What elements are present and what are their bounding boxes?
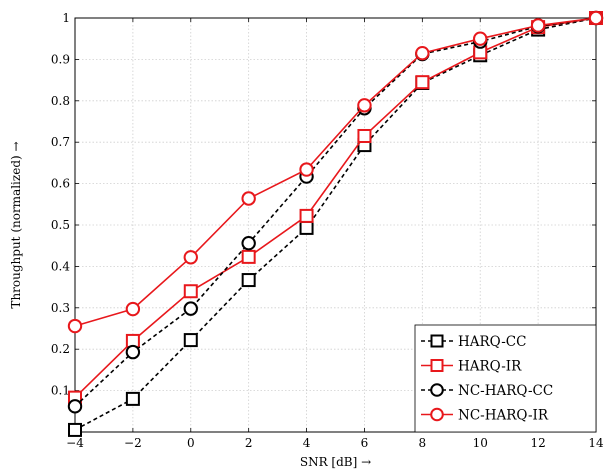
series-line-harq-cc [74,17,597,431]
x-tick-label: −4 [66,436,84,450]
series-line-harq-ir [74,17,597,399]
data-point-nc-harq-cc [241,236,256,251]
y-tick-label: 0.7 [51,135,70,149]
data-point-nc-harq-ir [357,98,372,113]
data-point-harq-cc [125,391,140,406]
data-point-harq-ir [357,128,372,143]
data-point-nc-harq-cc [67,399,83,414]
data-point-nc-harq-cc [183,301,198,316]
x-tick-label: 14 [588,436,604,450]
series-line-nc-harq-cc [74,17,597,407]
data-point-harq-cc [183,333,198,348]
legend-marker [430,334,444,348]
legend-marker [430,383,444,397]
data-point-harq-ir [415,75,430,90]
legend-label: HARQ-CC [458,334,526,350]
legend: HARQ-CC HARQ-IR NC-HARQ-CC NC-HARQ-IR [414,324,597,433]
series-nc-harq-ir [67,10,604,334]
data-point-harq-ir [299,208,314,223]
legend-label: HARQ-IR [458,359,522,375]
data-point-harq-cc [299,220,314,235]
axis-ticks: −4 −2 0 2 4 6 8 10 12 14 0.1 0.2 0.3 0.4 0.5 0.6 0.7 0.8 0… [51,11,604,450]
data-point-nc-harq-ir [415,45,430,61]
x-tick-label: 8 [419,436,427,450]
y-tick-label: 0.8 [51,94,70,108]
x-axis-label: SNR [dB] → [300,455,371,469]
y-tick-label: 0.9 [51,52,70,66]
y-tick-label: 0.3 [51,301,70,315]
x-tick-label: 12 [530,436,545,450]
data-point-nc-harq-ir [299,162,314,177]
series-line-nc-harq-ir [74,17,597,327]
series-layer [67,10,604,437]
x-tick-label: 10 [473,436,488,450]
x-tick-label: 6 [361,436,369,450]
legend-label: NC-HARQ-IR [458,408,549,424]
legend-marker [430,359,444,372]
legend-marker [430,407,444,422]
legend-label: NC-HARQ-CC [458,383,553,399]
y-axis-label: Throughput (normalized) → [9,141,23,308]
y-tick-label: 1 [62,11,70,25]
data-point-harq-cc [68,422,82,437]
legend-item-harq-cc: HARQ-CC [421,334,526,350]
x-tick-label: 4 [303,436,311,450]
data-point-harq-ir [241,249,256,264]
data-point-nc-harq-ir [530,18,546,33]
data-point-nc-harq-ir [125,301,141,317]
y-tick-label: 0.1 [51,384,70,398]
data-point-harq-ir [183,284,198,299]
data-point-nc-harq-ir [183,250,198,265]
data-point-nc-harq-ir [241,191,256,206]
x-tick-label: −2 [124,436,142,450]
data-point-nc-harq-ir [588,10,604,26]
data-point-nc-harq-ir [67,318,83,334]
data-point-nc-harq-cc [125,344,141,360]
y-tick-label: 0.5 [51,218,70,232]
legend-item-harq-ir: HARQ-IR [421,359,522,375]
y-tick-label: 0.2 [51,342,70,356]
x-tick-label: 2 [245,436,253,450]
legend-item-nc-harq-ir: NC-HARQ-IR [421,408,549,424]
legend-item-nc-harq-cc: NC-HARQ-CC [421,383,553,399]
y-tick-label: 0.4 [51,259,70,273]
data-point-nc-harq-ir [473,31,488,46]
y-tick-label: 0.6 [51,177,70,191]
x-tick-label: 0 [187,436,195,450]
data-point-harq-cc [241,273,256,288]
